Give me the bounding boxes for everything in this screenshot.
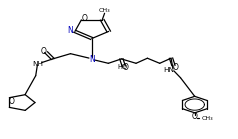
Text: O: O — [40, 47, 46, 56]
Text: CH₃: CH₃ — [202, 116, 213, 121]
Text: O: O — [172, 63, 178, 72]
Text: N: N — [67, 26, 73, 34]
Text: HN: HN — [163, 66, 174, 73]
Text: N: N — [89, 55, 95, 64]
Text: NH: NH — [32, 61, 43, 67]
Text: CH₃: CH₃ — [99, 8, 110, 13]
Text: O: O — [9, 97, 15, 106]
Text: O: O — [81, 14, 87, 23]
Text: O: O — [123, 63, 129, 72]
Text: HO: HO — [117, 64, 127, 70]
Text: O: O — [192, 112, 198, 121]
